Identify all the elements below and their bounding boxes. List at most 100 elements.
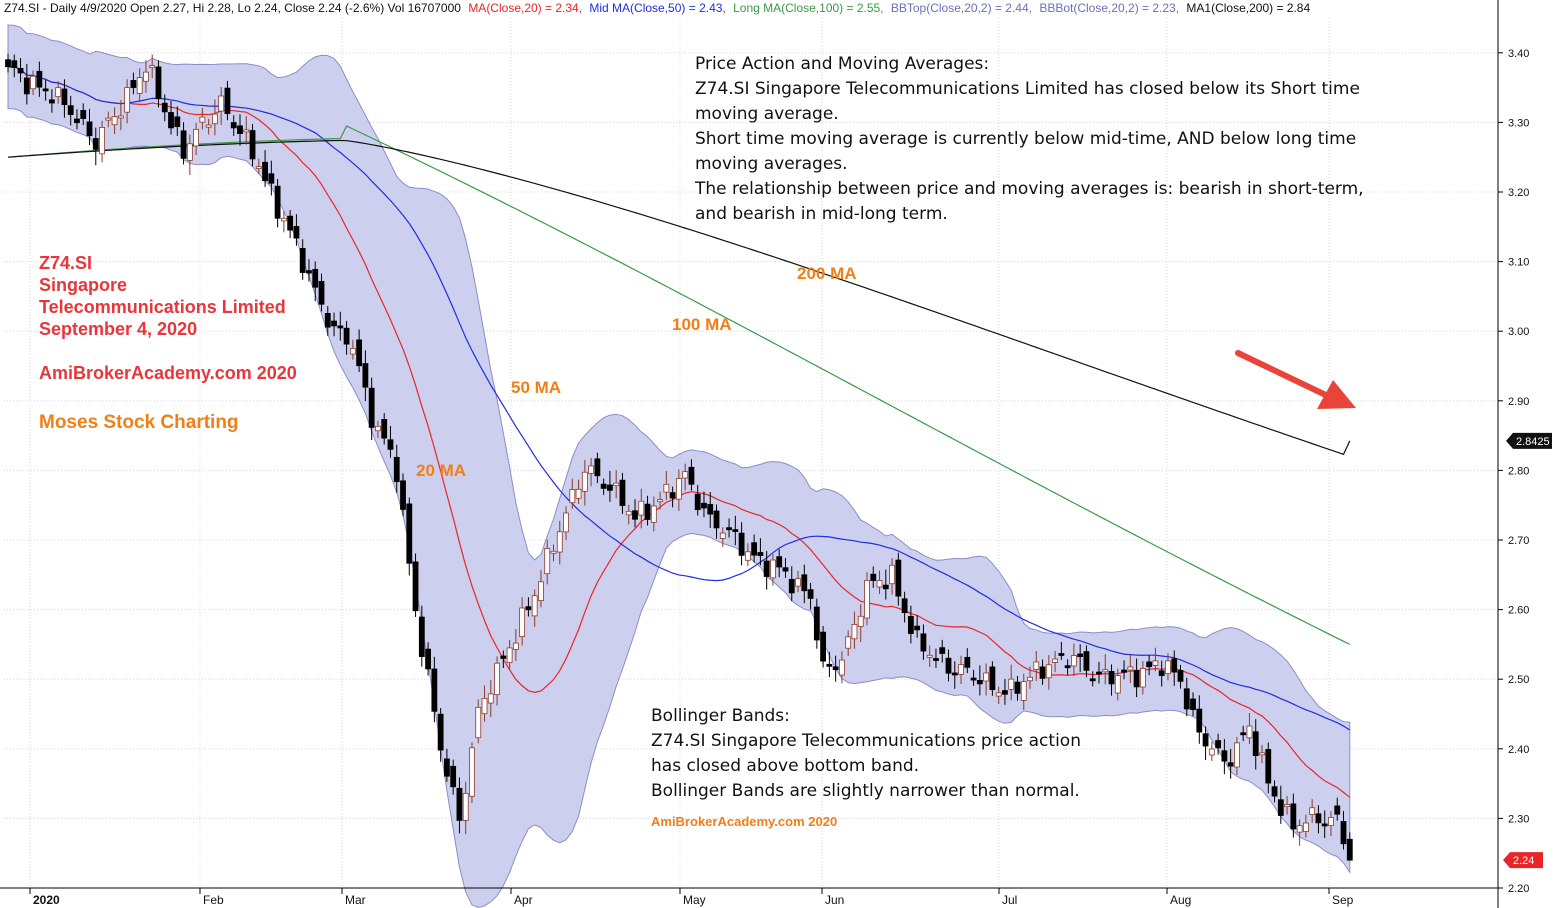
up-candle <box>625 510 632 516</box>
header-bbbot: BBBot(Close,20,2) = 2.23, <box>1039 1 1179 15</box>
up-candle <box>857 615 864 627</box>
down-candle <box>450 765 457 788</box>
down-candle <box>174 116 181 128</box>
down-candle <box>1014 681 1021 694</box>
down-candle <box>1089 678 1096 682</box>
down-candle <box>36 70 43 88</box>
down-candle <box>707 504 714 515</box>
up-candle <box>1328 816 1334 826</box>
down-candle <box>425 648 431 670</box>
annotation-line: Short time moving average is currently b… <box>695 129 1357 149</box>
down-candle <box>1121 669 1127 673</box>
down-candle <box>1221 750 1228 762</box>
ma20-label: 20 MA <box>416 461 467 480</box>
up-candle <box>839 659 845 676</box>
down-candle <box>406 503 413 564</box>
header-ma50: Mid MA(Close,50) = 2.43, <box>589 1 725 15</box>
down-candle <box>757 552 764 556</box>
down-candle <box>287 215 294 231</box>
down-candle <box>5 59 11 68</box>
down-candle <box>381 419 388 439</box>
down-candle <box>1108 671 1115 685</box>
up-candle <box>682 471 689 479</box>
y-tick-label: 2.40 <box>1508 744 1529 756</box>
up-candle <box>1246 725 1253 739</box>
up-candle <box>663 483 670 493</box>
down-candle <box>751 542 758 556</box>
down-candle <box>776 556 783 568</box>
down-candle <box>1227 762 1234 767</box>
down-candle <box>1039 666 1046 679</box>
down-candle <box>1171 658 1178 673</box>
y-tick-label: 2.90 <box>1508 396 1529 408</box>
candlestick-series <box>5 53 1353 861</box>
down-candle <box>230 122 237 129</box>
up-candle <box>1139 668 1146 688</box>
price-marker-label: 2.8425 <box>1516 436 1550 448</box>
down-candle <box>1133 669 1140 688</box>
down-candle <box>1002 690 1008 695</box>
up-candle <box>462 792 469 821</box>
ma50-label: 50 MA <box>511 378 562 397</box>
up-candle <box>1027 676 1033 682</box>
up-candle <box>613 482 620 487</box>
up-candle <box>650 505 657 523</box>
annotation-line: moving averages. <box>695 154 848 174</box>
up-candle <box>845 636 852 649</box>
down-candle <box>964 656 971 668</box>
down-candle <box>161 102 168 113</box>
down-candle <box>807 589 814 599</box>
up-candle <box>657 499 663 502</box>
down-candle <box>619 479 626 506</box>
up-candle <box>1008 678 1015 690</box>
down-candle <box>299 248 306 273</box>
down-candle <box>713 510 720 529</box>
down-candle <box>895 559 902 597</box>
up-candle <box>255 166 262 170</box>
down-candle <box>701 502 707 509</box>
down-candle <box>1077 653 1084 657</box>
header-ticker: Z74.SI - Daily 4/9/2020 Open 2.27, Hi 2.… <box>4 1 461 15</box>
y-tick-label: 2.20 <box>1508 883 1529 895</box>
up-candle <box>506 647 513 663</box>
y-tick-label: 3.00 <box>1508 326 1529 338</box>
up-candle <box>519 607 526 638</box>
price-markers: 2.8425 2.24 <box>1503 432 1552 869</box>
up-candle <box>1284 804 1290 807</box>
down-candle <box>343 327 350 345</box>
up-candle <box>1045 664 1052 679</box>
up-candle <box>149 65 156 69</box>
x-tick-label: Feb <box>203 893 224 907</box>
down-candle <box>1158 670 1165 676</box>
down-candle <box>61 88 68 106</box>
x-tick-label: Jul <box>1002 893 1017 907</box>
up-candle <box>1259 752 1265 756</box>
up-candle <box>512 642 519 650</box>
down-candle <box>312 269 319 288</box>
up-candle <box>550 550 557 554</box>
up-candle <box>958 664 964 675</box>
up-candle <box>876 580 883 588</box>
up-candle <box>494 662 500 696</box>
down-candle <box>180 130 187 159</box>
down-candle <box>368 387 375 428</box>
header-ma20: MA(Close,20) = 2.34, <box>468 1 582 15</box>
up-candle <box>124 87 131 113</box>
title-ticker: Z74.SI <box>39 253 93 273</box>
chart-title-block: Z74.SI Singapore Telecommunications Limi… <box>39 252 286 340</box>
up-candle <box>544 548 551 575</box>
down-candle <box>1271 786 1278 797</box>
down-candle <box>274 185 281 219</box>
y-tick-label: 3.30 <box>1508 117 1529 129</box>
down-candle <box>224 87 231 114</box>
down-candle <box>1096 671 1102 675</box>
title-date: September 4, 2020 <box>39 319 198 339</box>
up-candle <box>638 500 645 516</box>
down-candle <box>324 313 331 328</box>
up-candle <box>99 127 105 155</box>
annotation-line: Z74.SI Singapore Telecommunications pric… <box>651 731 1081 751</box>
up-candle <box>1020 681 1027 701</box>
down-candle <box>130 80 137 88</box>
down-candle <box>86 121 93 137</box>
down-candle <box>500 655 507 659</box>
